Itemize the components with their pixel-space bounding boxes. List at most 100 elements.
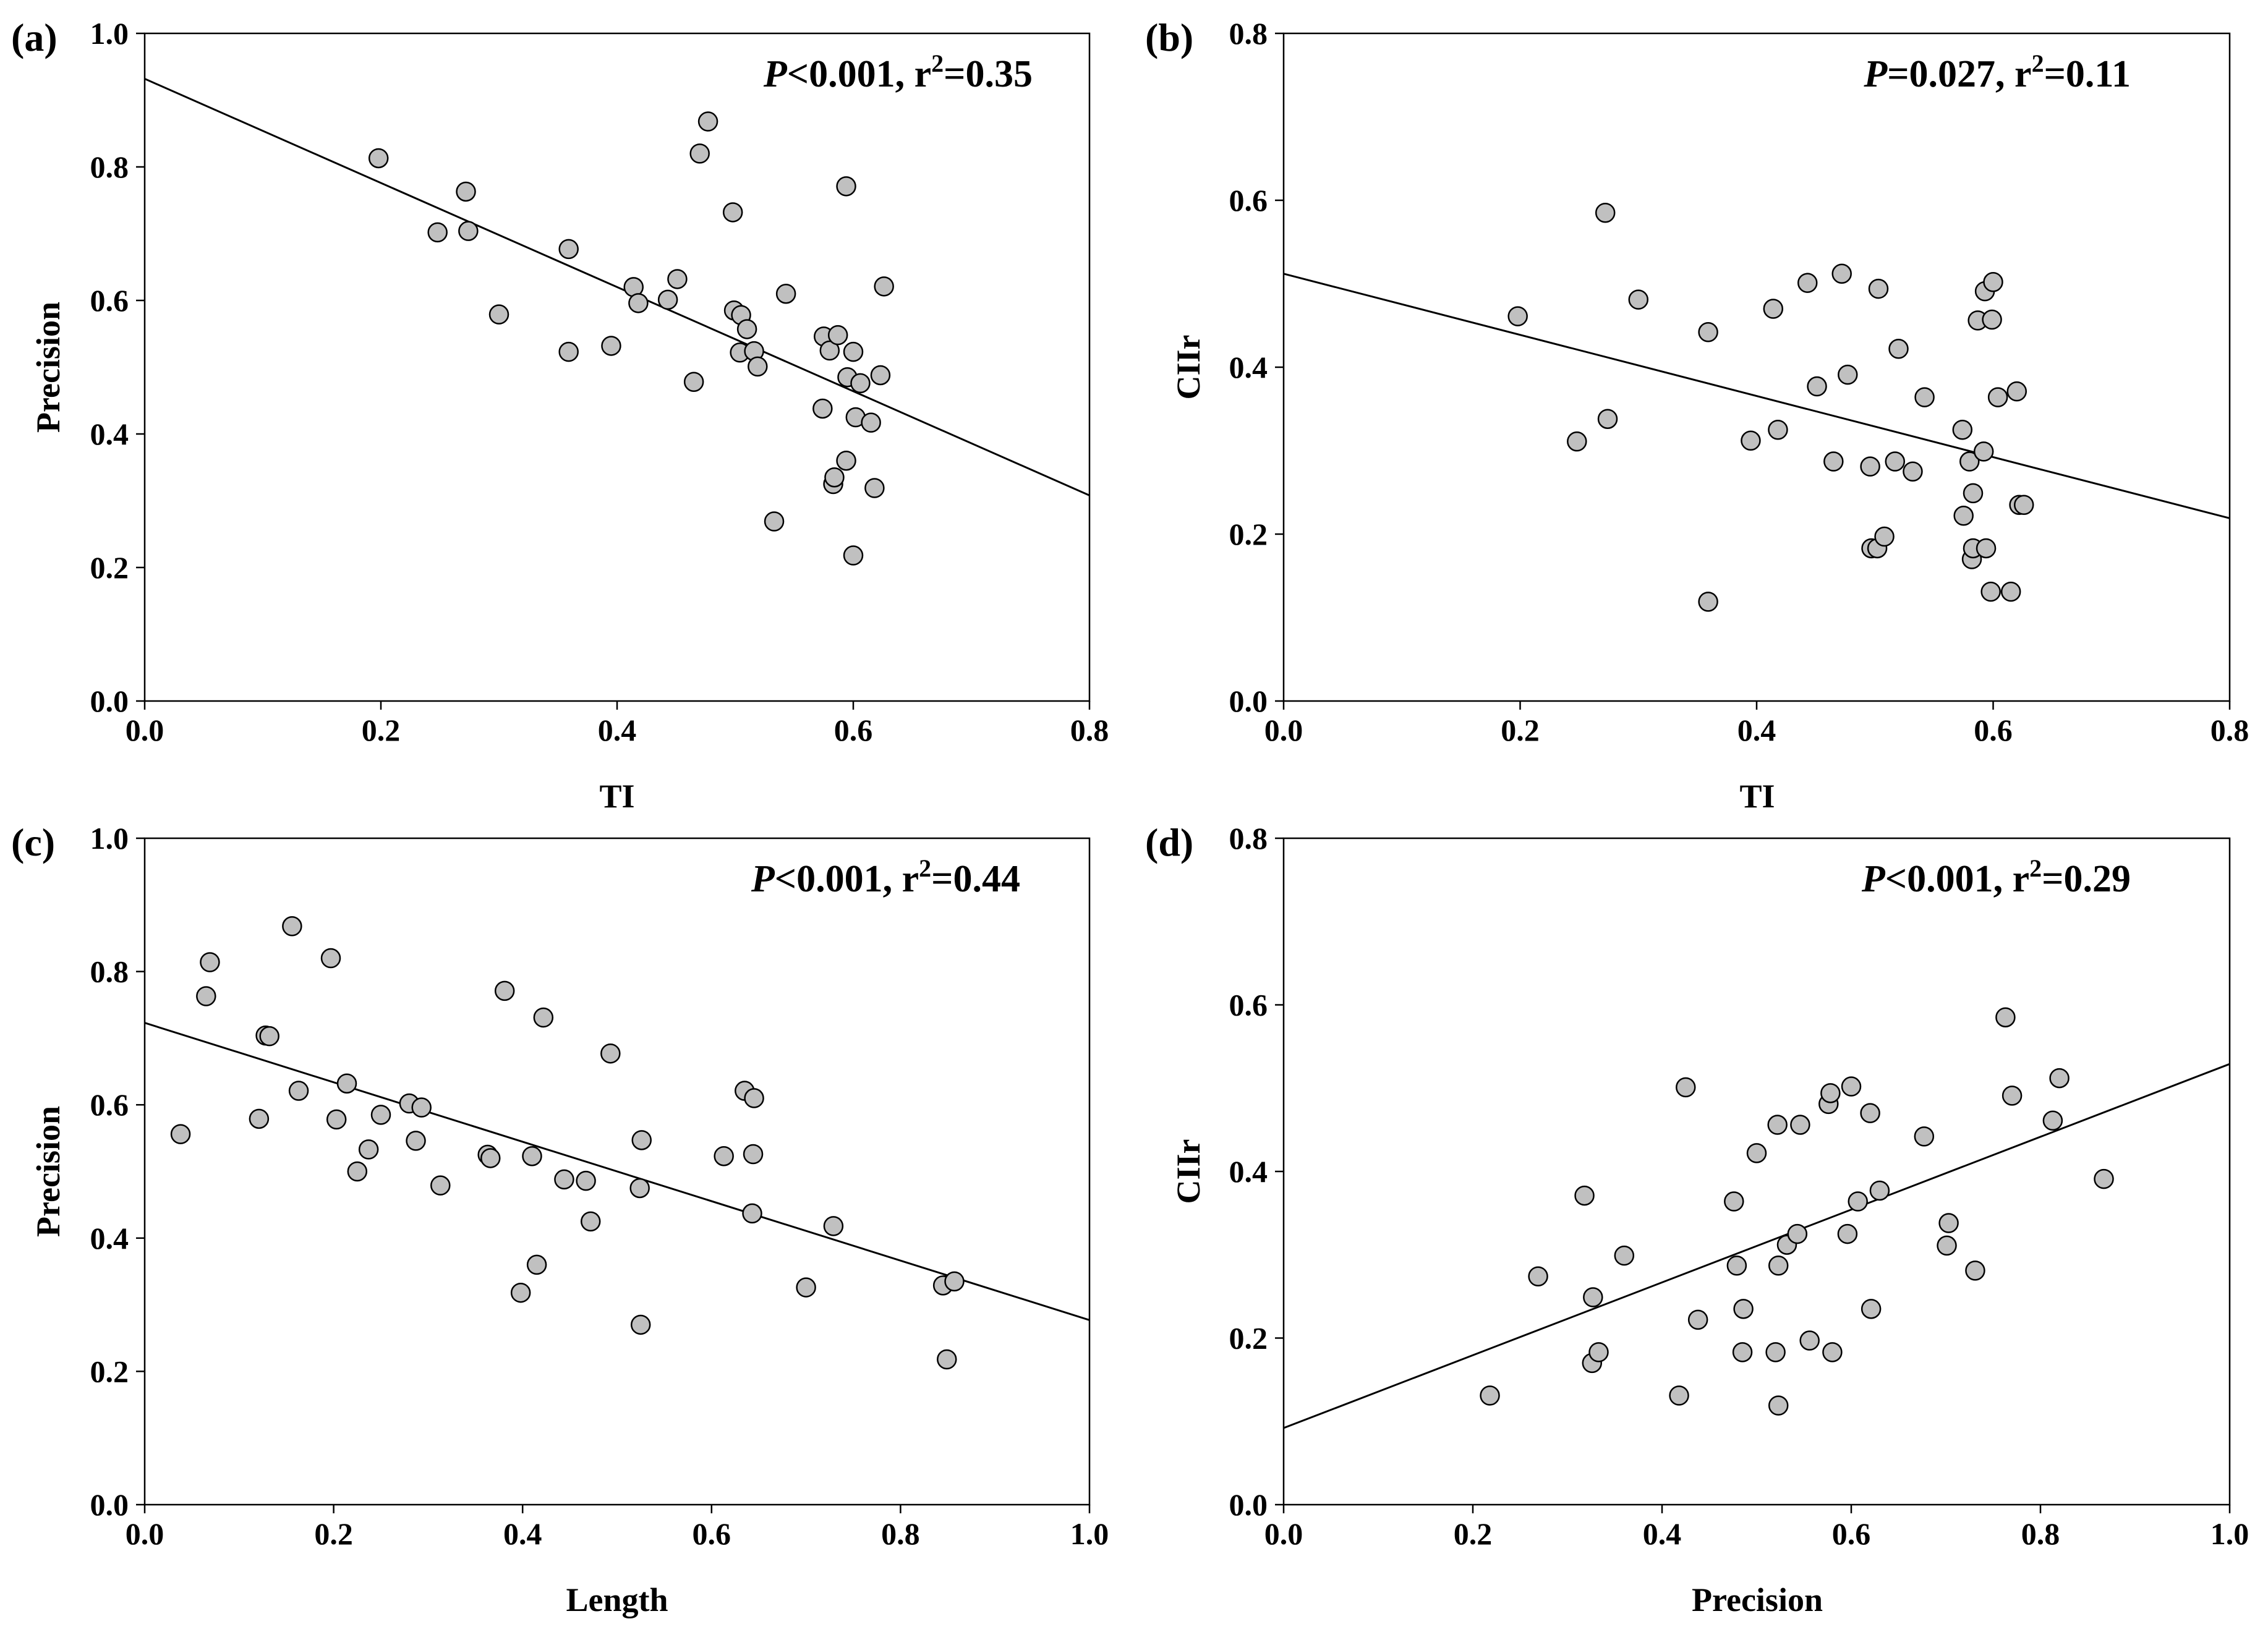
panel-a-data-point <box>628 293 649 313</box>
panel-b-data-point <box>1823 451 1844 472</box>
panel-b-p-symbol: P <box>1863 53 1888 95</box>
panel-a-x-tick-label: 0.4 <box>598 713 637 747</box>
panel-c-y-tick-label: 0.6 <box>90 1087 129 1122</box>
panel-c-data-point <box>347 1161 368 1182</box>
panel-d-data-point <box>1837 1223 1858 1244</box>
panel-d-data-point <box>1938 1213 1959 1233</box>
panel-b-y-tick-label: 0.0 <box>1229 684 1268 718</box>
panel-d-data-point <box>1995 1007 2016 1027</box>
panel-b-data-point <box>1868 278 1889 299</box>
panel-b-data-point <box>1595 203 1616 223</box>
panel-c-data-point <box>944 1271 965 1292</box>
panel-b-data-point <box>1982 309 2002 330</box>
panel-b-data-point <box>1698 322 1718 342</box>
panel-c-data-point <box>336 1073 357 1094</box>
panel-a-y-tick-label: 0.8 <box>90 150 129 184</box>
panel-c-data-point <box>494 980 515 1001</box>
panel-a-data-point <box>657 289 678 310</box>
panel-b-x-tick-label: 0.2 <box>1501 713 1540 747</box>
panel-a-p-symbol: P <box>763 53 788 95</box>
panel-c-p-symbol: P <box>751 858 775 900</box>
panel-b-data-point <box>2013 495 2034 515</box>
panel-a-data-point <box>836 450 856 471</box>
panel-d-data-point <box>1676 1077 1696 1098</box>
panel-b-data-point <box>1983 272 2003 292</box>
panel-b-data-point <box>1980 581 2001 602</box>
panel-a-x-tick-label: 0.0 <box>126 713 164 747</box>
panel-b-y-tick-label: 0.6 <box>1229 183 1268 218</box>
panel-b-data-point <box>1698 592 1718 612</box>
panel-a-plot: 0.0 0.2 0.4 0.6 0.8 0.0 0.2 0.4 0.6 0.8 1.0 <box>90 16 1109 747</box>
panel-b-data-point <box>1807 376 1827 397</box>
panel-c-regression-line <box>144 1022 1090 1321</box>
panel-c-data-point <box>580 1211 601 1232</box>
panel-c-r-value: =0.44 <box>931 858 1020 900</box>
panel-d-data-point <box>1820 1083 1841 1103</box>
panel-b-data-point <box>1628 289 1648 310</box>
panel-c-plot: 0.0 0.2 0.4 0.6 0.8 1.0 0.0 0.2 0.4 0.6 0.8 1.0 <box>90 821 1109 1551</box>
panel-d-data-point <box>1480 1385 1500 1406</box>
panel-a-x-tick-label: 0.2 <box>362 713 401 747</box>
panel-d-y-tick-label: 0.4 <box>1229 1154 1268 1189</box>
panel-a-p-value: <0.001, r <box>787 53 931 95</box>
panel-d-frame <box>1282 837 2231 1506</box>
panel-c-data-point <box>533 1007 554 1028</box>
panel-c-data-point <box>326 1109 347 1130</box>
panel-d-data-point <box>1848 1191 1868 1212</box>
panel-b-data-point <box>1860 456 1880 477</box>
panel-a-data-point <box>861 412 881 433</box>
panel-a-data-point <box>864 478 885 498</box>
panel-d-data-point <box>1732 1342 1753 1362</box>
panel-d-data-point <box>1726 1256 1747 1276</box>
panel-a-data-point <box>558 239 579 260</box>
panel-c-frame <box>143 837 1091 1506</box>
panel-b-plot: 0.0 0.2 0.4 0.6 0.8 0.0 0.2 0.4 0.6 0.8 <box>1229 16 2249 747</box>
panel-a-r-value: =0.35 <box>944 53 1033 95</box>
panel-d-xlabel: Precision <box>1692 1581 1823 1618</box>
panel-c-xlabel: Length <box>566 1581 668 1618</box>
panel-d-regression-line <box>1283 1063 2230 1429</box>
panel-c-p-value: <0.001, r <box>775 858 919 900</box>
panel-b-y-tick-label: 0.4 <box>1229 350 1268 385</box>
panel-b-frame <box>1282 32 2231 702</box>
panel-c-y-tick-label: 0.0 <box>90 1487 129 1522</box>
panel-c-x-tick-label: 0.6 <box>693 1516 731 1551</box>
panel-c-data-point <box>249 1108 270 1129</box>
panel-b-y-tick-label: 0.8 <box>1229 16 1268 51</box>
panel-d-data-point <box>2049 1068 2070 1089</box>
panel-b-x-tick-label: 0.8 <box>2210 713 2249 747</box>
panel-a-x-tick-label: 0.6 <box>834 713 873 747</box>
panel-d-ylabel: CIIr <box>1170 1139 1207 1204</box>
panel-b-data-point <box>1797 273 1818 293</box>
panel-a-y-tick-label: 0.2 <box>90 550 129 585</box>
panel-a-label: (a) <box>11 15 58 59</box>
panel-a-data-point <box>850 373 871 394</box>
panel-d-p-symbol: P <box>1861 858 1886 900</box>
panel-c-ylabel: Precision <box>30 1106 67 1237</box>
panel-d-y-tick-label: 0.6 <box>1229 988 1268 1022</box>
panel-c-data-point <box>937 1349 957 1370</box>
panel-d-y-tick-label: 0.2 <box>1229 1321 1268 1356</box>
panel-a-data-point <box>874 276 894 297</box>
panel-a-data-point <box>427 222 448 243</box>
panel-b-data-point <box>1903 461 1923 482</box>
panel-a-data-point <box>488 304 509 325</box>
panel-c-x-tick-label: 0.2 <box>314 1516 353 1551</box>
panel-d-y-tick-label: 0.8 <box>1229 821 1268 856</box>
panel-b-data-point <box>1741 430 1761 451</box>
panel-b-data-point <box>1973 441 1994 462</box>
panel-b-ylabel: CIIr <box>1170 335 1207 400</box>
panel-d-data-point <box>1965 1260 1985 1281</box>
panel-c-data-point <box>480 1148 501 1168</box>
panel-d-y-tick-label: 0.0 <box>1229 1487 1268 1522</box>
panel-a-xlabel: TI <box>599 778 634 815</box>
panel-a-data-point <box>697 111 718 132</box>
panel-c-data-point <box>430 1175 451 1196</box>
panel-c-data-point <box>743 1144 764 1165</box>
panel-c-label: (c) <box>11 820 55 864</box>
panel-a-regression-line <box>144 78 1090 496</box>
panel-c-stats: P<0.001, r2=0.44 <box>751 854 1020 900</box>
panel-b-x-tick-label: 0.6 <box>1974 713 2013 747</box>
panel-c-data-point <box>742 1203 762 1224</box>
